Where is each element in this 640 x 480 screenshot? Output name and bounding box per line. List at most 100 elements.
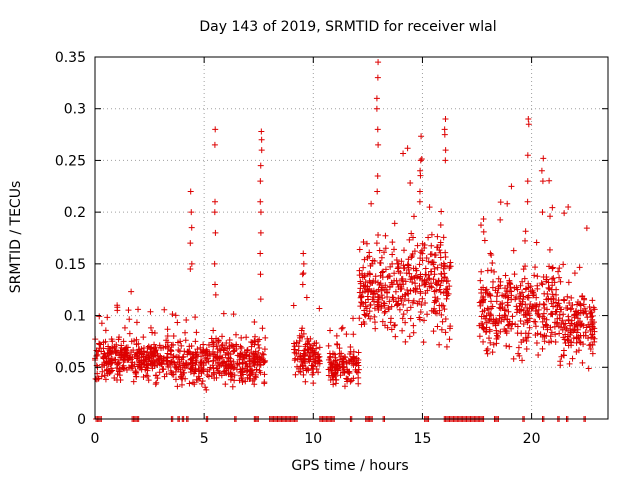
x-tick-label: 0 xyxy=(91,431,100,447)
data-point xyxy=(399,327,406,334)
data-point xyxy=(425,276,432,283)
data-point xyxy=(237,353,244,360)
data-point xyxy=(524,198,531,205)
data-point xyxy=(555,268,562,275)
data-point xyxy=(125,307,132,314)
data-point xyxy=(338,325,345,332)
data-point xyxy=(239,366,246,373)
data-point xyxy=(143,352,150,359)
data-point xyxy=(428,251,435,258)
data-point xyxy=(520,320,527,327)
data-point xyxy=(569,302,576,309)
data-point xyxy=(566,300,573,307)
data-point xyxy=(194,346,201,353)
data-point xyxy=(364,270,371,277)
data-point xyxy=(407,180,414,187)
data-point xyxy=(431,265,438,272)
data-point xyxy=(580,322,587,329)
data-point xyxy=(447,259,454,266)
data-point xyxy=(567,331,574,338)
data-point xyxy=(525,294,532,301)
data-point xyxy=(571,270,578,277)
data-point xyxy=(552,319,559,326)
data-point xyxy=(261,371,268,378)
data-point xyxy=(344,378,351,385)
data-point xyxy=(257,229,264,236)
y-tick-label: 0.2 xyxy=(64,205,86,221)
data-point xyxy=(410,322,417,329)
data-point xyxy=(506,280,513,287)
data-point xyxy=(238,375,245,382)
data-point xyxy=(559,326,566,333)
data-point xyxy=(196,375,203,382)
data-point xyxy=(251,353,258,360)
data-point xyxy=(228,372,235,379)
data-point xyxy=(362,279,369,286)
data-point xyxy=(328,360,335,367)
data-point xyxy=(552,331,559,338)
data-point xyxy=(568,305,575,312)
data-point xyxy=(488,298,495,305)
data-point xyxy=(484,350,491,357)
data-point xyxy=(488,251,495,258)
data-point xyxy=(425,271,432,278)
data-point xyxy=(293,339,300,346)
data-point xyxy=(220,368,227,375)
data-point xyxy=(258,147,265,154)
data-point xyxy=(411,248,418,255)
data-point xyxy=(480,228,487,235)
data-point xyxy=(480,338,487,345)
y-tick-label: 0.05 xyxy=(55,360,86,376)
data-point xyxy=(145,377,152,384)
data-point xyxy=(261,379,268,386)
data-point xyxy=(375,141,382,148)
data-point xyxy=(290,302,297,309)
data-point xyxy=(361,320,368,327)
y-tick-label: 0.15 xyxy=(55,257,86,273)
data-point xyxy=(430,328,437,335)
data-point xyxy=(226,337,233,344)
data-point xyxy=(540,155,547,162)
data-point xyxy=(441,131,448,138)
data-point xyxy=(484,305,491,312)
data-point xyxy=(418,301,425,308)
data-point xyxy=(193,351,200,358)
x-tick-label: 10 xyxy=(304,431,322,447)
data-point xyxy=(391,322,398,329)
data-point xyxy=(560,347,567,354)
data-point xyxy=(202,384,209,391)
data-point xyxy=(379,269,386,276)
data-point xyxy=(590,319,597,326)
data-point xyxy=(585,321,592,328)
data-point xyxy=(508,296,515,303)
data-point xyxy=(257,250,264,257)
data-point xyxy=(581,295,588,302)
data-point xyxy=(356,315,363,322)
data-point xyxy=(532,264,539,271)
data-point xyxy=(310,363,317,370)
data-point xyxy=(419,295,426,302)
data-point xyxy=(489,284,496,291)
data-point xyxy=(385,306,392,313)
data-point xyxy=(545,284,552,291)
data-point xyxy=(558,320,565,327)
data-point xyxy=(548,329,555,336)
data-point xyxy=(188,209,195,216)
data-point xyxy=(530,290,537,297)
data-point xyxy=(407,287,414,294)
data-point xyxy=(341,383,348,390)
data-point xyxy=(383,289,390,296)
data-point xyxy=(187,350,194,357)
data-point xyxy=(572,308,579,315)
data-point xyxy=(261,346,268,353)
data-point xyxy=(583,225,590,232)
data-point xyxy=(485,291,492,298)
data-point xyxy=(538,280,545,287)
data-point xyxy=(511,271,518,278)
data-point xyxy=(515,344,522,351)
y-tick-label: 0.25 xyxy=(55,153,86,169)
data-point xyxy=(479,294,486,301)
data-point xyxy=(228,364,235,371)
data-point xyxy=(381,300,388,307)
data-point xyxy=(140,360,147,367)
